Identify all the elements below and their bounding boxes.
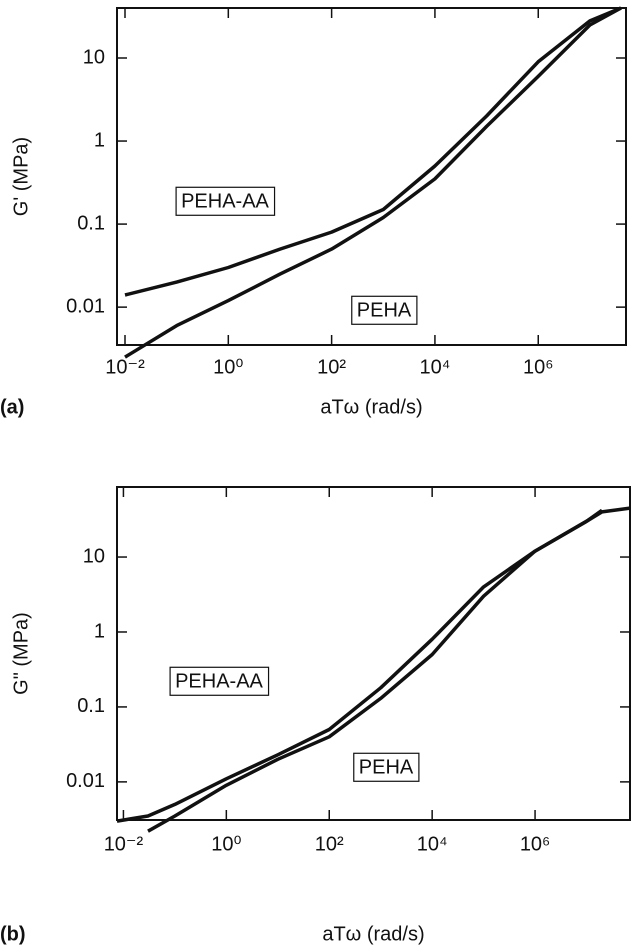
x-axis-label: aTω (rad/s) <box>320 396 422 418</box>
x-tick-label: 10⁶ <box>523 356 553 378</box>
series-label: PEHA <box>359 756 414 778</box>
plot-frame <box>116 486 631 821</box>
y-tick-label: 1 <box>94 129 105 151</box>
x-tick-label: 10⁻² <box>104 833 144 855</box>
x-axis-label: aTω (rad/s) <box>322 923 424 945</box>
y-tick-label: 0.1 <box>77 212 105 234</box>
plot-frame <box>116 7 627 346</box>
series-label: PEHA <box>357 299 412 321</box>
y-tick-label: 10 <box>83 545 105 567</box>
panel-label: (a) <box>0 396 24 418</box>
x-tick-label: 10⁰ <box>213 356 243 378</box>
y-tick-label: 10 <box>83 46 105 68</box>
x-tick-label: 10² <box>315 833 344 855</box>
y-tick-label: 0.01 <box>66 770 105 792</box>
series-line <box>124 6 622 297</box>
x-tick-label: 10⁶ <box>520 833 550 855</box>
panel-label: (b) <box>0 923 26 945</box>
x-tick-label: 10⁰ <box>211 833 241 855</box>
y-axis-label: G" (MPa) <box>10 612 32 695</box>
y-axis-label: G' (MPa) <box>10 137 32 216</box>
series-label-box <box>351 295 418 325</box>
series-label-box <box>169 666 270 696</box>
x-tick-label: 10⁴ <box>420 356 451 378</box>
series-label: PEHA-AA <box>175 670 263 692</box>
x-tick-label: 10⁴ <box>417 833 448 855</box>
series-label: PEHA-AA <box>181 190 269 212</box>
x-tick-label: 10⁻² <box>105 356 145 378</box>
series-line <box>124 6 622 359</box>
x-tick-label: 10² <box>317 356 346 378</box>
y-tick-label: 0.01 <box>66 295 105 317</box>
series-label-box <box>353 752 420 782</box>
series-label-box <box>175 186 276 216</box>
y-tick-label: 0.1 <box>77 695 105 717</box>
series-line <box>147 508 604 833</box>
y-tick-label: 1 <box>94 620 105 642</box>
